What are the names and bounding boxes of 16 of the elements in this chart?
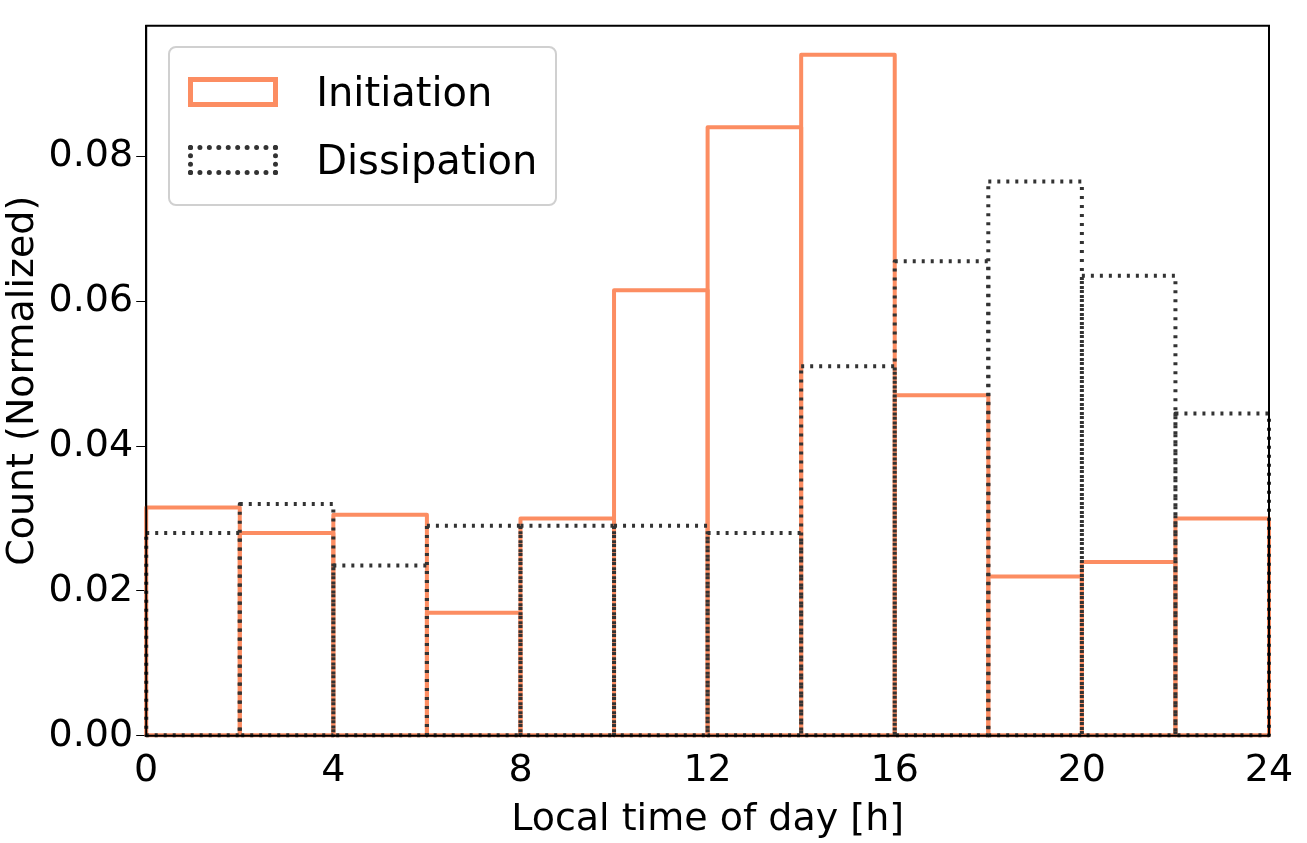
y-tick-label: 0.02 [48,565,134,610]
x-tick-label: 16 [870,746,919,791]
y-tick-label: 0.08 [48,131,134,176]
x-tick-label: 4 [321,746,346,791]
x-tick-label: 8 [508,746,533,791]
y-tick-label: 0.04 [48,420,134,465]
legend-label: Initiation [316,68,493,115]
x-tick-label: 12 [683,746,732,791]
legend-label: Dissipation [316,136,538,183]
x-tick-label: 20 [1057,746,1107,791]
y-axis-title: Count (Normalized) [0,195,42,566]
x-tick-label: 0 [134,746,159,791]
x-tick-label: 24 [1244,746,1294,791]
x-axis-title: Local time of day [h] [511,795,905,840]
y-tick-label: 0.06 [48,275,134,320]
y-tick-label: 0.00 [48,710,134,755]
